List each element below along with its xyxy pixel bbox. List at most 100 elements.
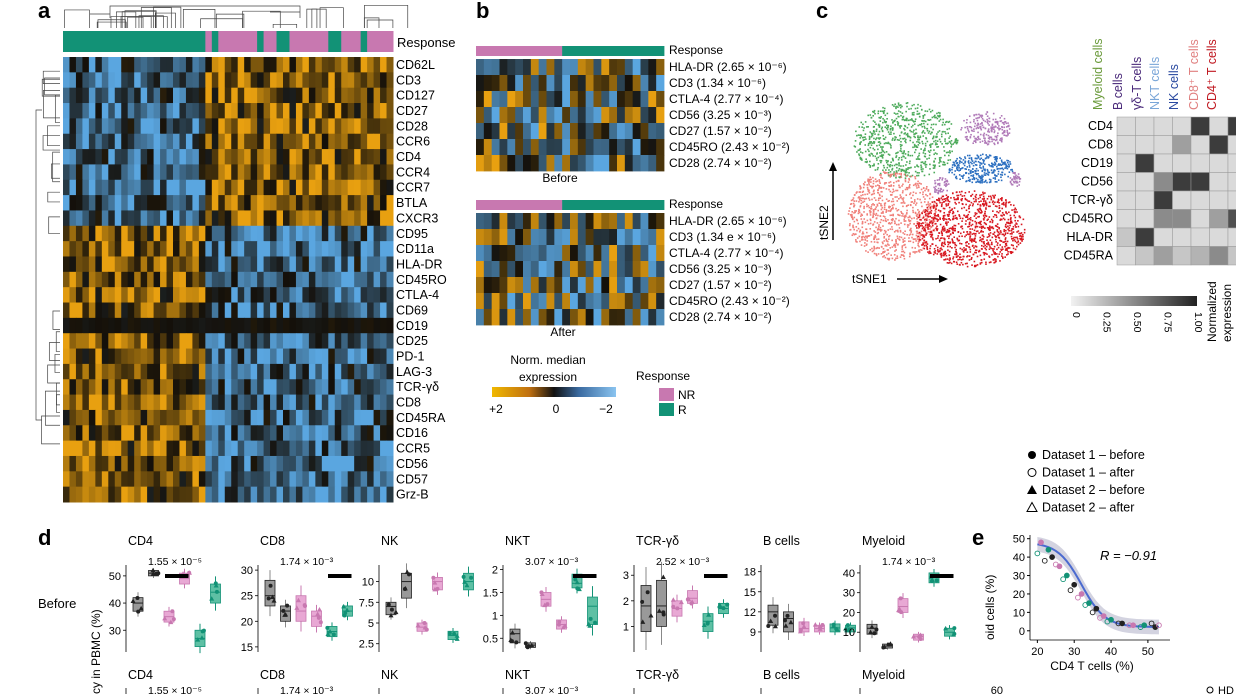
heat-cell [315, 179, 323, 196]
tsne-point [902, 238, 904, 241]
heat-cell [95, 195, 103, 211]
tsne-point [982, 200, 985, 203]
tsne-point [988, 256, 991, 258]
heat-cell [276, 287, 284, 304]
heat-cell [321, 394, 329, 411]
tsne-point [958, 162, 961, 164]
tsne-point [883, 202, 886, 205]
heat-cell [69, 486, 77, 503]
tsne-point [994, 177, 996, 179]
tsne-point [913, 223, 916, 225]
heat-cell [185, 363, 193, 380]
tsne-point [887, 124, 890, 127]
tsne-point [869, 141, 871, 143]
heat-cell [82, 287, 90, 304]
tsne-point [996, 248, 998, 251]
tsne-point [965, 248, 967, 250]
tsne-point [913, 200, 916, 203]
heat-cell [257, 57, 265, 73]
tsne-point [915, 128, 917, 131]
tsne-point [873, 241, 876, 243]
tsne-point [1001, 167, 1004, 169]
tsne-point [1007, 122, 1009, 124]
tsne-point [879, 152, 881, 154]
tsne-point [861, 197, 863, 200]
tsne-point [924, 226, 927, 229]
tsne-point [957, 194, 960, 197]
heat-cell [270, 302, 278, 319]
heat-cell [538, 293, 547, 310]
tsne-point [892, 200, 895, 203]
tsne-point [985, 113, 988, 115]
tsne-point [1005, 244, 1008, 247]
heat-cell [218, 271, 226, 288]
heat-cell [237, 363, 245, 380]
tsne-point [897, 213, 899, 216]
heat-cell [609, 293, 618, 310]
heat-cell [114, 149, 122, 165]
heat-cell [367, 149, 375, 165]
after-label: After [550, 325, 575, 339]
heat-cell [231, 87, 239, 104]
heat-cell [95, 287, 103, 304]
tsne-point [877, 199, 880, 202]
heat-cell [334, 363, 342, 380]
heat-cell [127, 471, 135, 488]
tsne-point [1010, 251, 1012, 253]
marker-label: LAG-3 [396, 365, 432, 379]
heat-cell [224, 409, 232, 426]
heat-cell [354, 317, 362, 334]
tsne-point [914, 211, 917, 214]
tsne-point [977, 203, 979, 206]
dendro-branch [366, 19, 394, 28]
heat-cell [179, 87, 187, 104]
heat-cell [380, 333, 388, 350]
heat-cell [198, 302, 206, 319]
heat-cell [185, 118, 193, 135]
marker-label: HLA-DR [396, 257, 443, 271]
tsne-point [882, 225, 884, 227]
tsne-point [904, 220, 907, 222]
tsne-point [958, 214, 960, 216]
heat-cell [82, 57, 90, 73]
tsne-point [889, 164, 892, 166]
tsne-point [991, 172, 993, 174]
heat-cell [218, 225, 226, 242]
heat-cell [523, 213, 532, 230]
tsne-point [968, 172, 970, 175]
tsne-point [947, 121, 950, 124]
tsne-point [895, 249, 897, 251]
tsne-point [988, 201, 991, 204]
heat-cell [347, 87, 355, 104]
tsne-point [994, 180, 997, 183]
tsne-point [959, 256, 962, 259]
tsne-point [945, 151, 948, 154]
tsne-point [933, 160, 935, 162]
heat-cell [134, 317, 142, 334]
heat-cell [63, 225, 70, 242]
tsne-point [962, 159, 965, 161]
heat-cell [656, 139, 665, 156]
tsne-point [932, 238, 934, 241]
response-cell [198, 31, 206, 52]
heat-cell [315, 256, 323, 273]
tsne-point [935, 135, 937, 138]
tsne-point [972, 164, 975, 167]
heat-cell [211, 379, 219, 396]
heat-cell [308, 287, 316, 304]
tsne-point [973, 135, 975, 138]
heat-cell [386, 241, 394, 257]
tsne-point [930, 235, 933, 237]
tsne-point [1000, 115, 1003, 117]
marker-label: CD57 [396, 472, 428, 486]
tsne-point [954, 243, 956, 246]
heat-cell [218, 348, 226, 365]
tsne-point [865, 126, 868, 128]
heat-cell [263, 241, 271, 257]
tsne-point [858, 154, 861, 157]
tsne-point [909, 192, 912, 194]
tsne-point [998, 128, 1000, 131]
heat-cell [192, 164, 200, 181]
heat-cell [69, 440, 77, 457]
heat-cell [334, 302, 342, 319]
